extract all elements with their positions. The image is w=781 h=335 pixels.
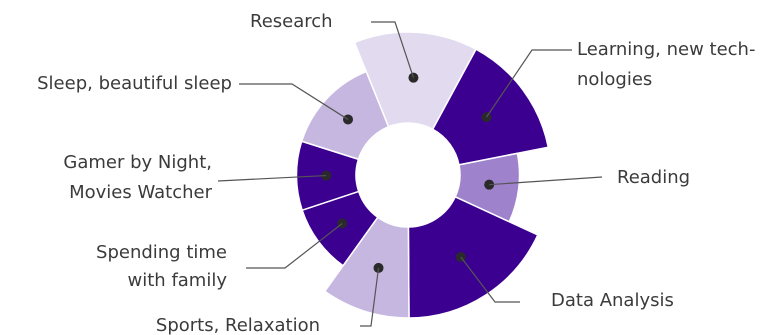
label-sports-relaxation: Sports, Relaxation bbox=[156, 315, 320, 335]
leader-line-spending-time-with-family bbox=[246, 223, 343, 269]
label-research: Research bbox=[250, 11, 333, 32]
label-spending-time-with-family: Spending time with family bbox=[96, 242, 227, 291]
label-learning-new-technologies: Learning, new tech-nologies bbox=[577, 39, 755, 90]
leader-line-reading bbox=[489, 176, 603, 186]
leader-line-gamer-by-night-movies-watcher bbox=[217, 174, 327, 182]
leader-line-sleep-beautiful-sleep bbox=[239, 83, 349, 120]
label-gamer-by-night-movies-watcher: Gamer by Night, Movies Watcher bbox=[63, 152, 212, 203]
center-hole bbox=[356, 123, 460, 227]
label-data-analysis: Data Analysis bbox=[551, 290, 674, 311]
leader-line-data-analysis bbox=[460, 256, 520, 303]
leader-line-research bbox=[371, 21, 415, 78]
label-reading: Reading bbox=[617, 167, 690, 188]
label-sleep-beautiful-sleep: Sleep, beautiful sleep bbox=[37, 73, 232, 94]
leader-line-sports-relaxation bbox=[360, 267, 380, 327]
leader-line-learning-new-technologies bbox=[485, 49, 572, 118]
